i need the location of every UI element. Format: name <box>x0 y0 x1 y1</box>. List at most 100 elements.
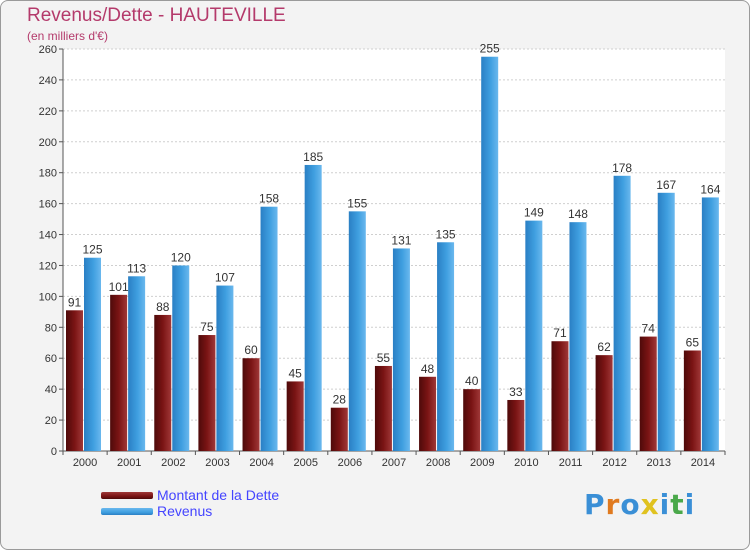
bar-chart: 0 20 40 60 80 100 120 140 160 180 200 220 240 260 91 12… <box>39 42 726 469</box>
data-label-revenus: 164 <box>700 182 720 196</box>
data-label-dette: 101 <box>109 280 129 294</box>
y-tick-label: 120 <box>39 260 57 272</box>
bar-dette <box>66 310 83 451</box>
x-tick-label: 2002 <box>161 457 185 469</box>
y-tick-label: 0 <box>51 446 57 458</box>
data-label-revenus: 185 <box>303 150 323 164</box>
bar-dette <box>374 365 392 451</box>
logo-letter: i <box>684 488 696 521</box>
bar-revenus <box>260 206 278 451</box>
x-tick-label: 2011 <box>559 457 583 469</box>
data-label-dette: 71 <box>553 326 567 340</box>
bar-revenus <box>348 211 366 451</box>
y-tick-label: 80 <box>45 322 57 334</box>
data-label-dette: 55 <box>377 351 391 365</box>
y-tick-label: 180 <box>39 168 57 180</box>
x-tick-label: 2003 <box>205 457 229 469</box>
bar-dette <box>286 381 304 451</box>
y-tick-label: 220 <box>39 106 57 118</box>
data-label-revenus: 107 <box>215 271 235 285</box>
bar-revenus <box>437 242 455 451</box>
data-label-revenus: 148 <box>568 207 588 221</box>
data-label-revenus: 113 <box>127 261 146 275</box>
bar-dette <box>110 294 128 451</box>
bar-revenus <box>392 248 410 451</box>
data-label-dette: 33 <box>509 385 523 399</box>
logo-letter: o <box>620 488 641 521</box>
data-label-dette: 60 <box>244 343 258 357</box>
logo-letter: t <box>670 488 685 521</box>
chart-subtitle: (en milliers d'€) <box>27 29 108 43</box>
x-tick-label: 2009 <box>470 457 494 469</box>
legend-swatch-revenus <box>101 508 153 515</box>
y-tick-label: 140 <box>39 230 57 242</box>
data-label-dette: 75 <box>200 320 214 334</box>
bar-dette <box>595 355 613 451</box>
bar-dette <box>551 341 569 451</box>
y-tick-label: 240 <box>39 75 57 87</box>
x-tick-label: 2004 <box>249 457 273 469</box>
bar-dette <box>683 350 701 451</box>
x-tick-label: 2012 <box>602 457 626 469</box>
chart-title: Revenus/Dette - HAUTEVILLE <box>27 5 286 26</box>
bar-revenus <box>657 192 675 452</box>
bar-dette <box>419 376 437 451</box>
data-label-revenus: 149 <box>524 206 544 220</box>
data-label-revenus: 255 <box>480 42 500 56</box>
data-label-dette: 48 <box>421 362 435 376</box>
bar-revenus <box>304 164 322 451</box>
x-tick-label: 2006 <box>338 457 362 469</box>
data-label-revenus: 125 <box>82 243 102 257</box>
bar-dette <box>507 399 525 451</box>
proxiti-logo: Proxiti <box>584 488 695 521</box>
bar-dette <box>463 389 481 451</box>
y-tick-label: 260 <box>39 44 57 56</box>
legend-swatch-dette <box>101 492 153 499</box>
bar-dette <box>330 407 348 451</box>
bar-dette <box>242 358 260 451</box>
bar-revenus <box>481 56 499 451</box>
bar-revenus <box>525 220 543 451</box>
bar-revenus <box>701 197 719 451</box>
data-label-dette: 45 <box>288 366 302 380</box>
bar-dette <box>639 336 657 451</box>
logo-letter: i <box>659 488 671 521</box>
bar-revenus <box>172 265 190 451</box>
logo-letter: r <box>605 488 621 521</box>
bar-revenus <box>569 222 587 451</box>
logo-letter: x <box>640 488 660 521</box>
data-label-revenus: 178 <box>612 161 632 175</box>
legend-label-dette: Montant de la Dette <box>157 487 280 503</box>
y-tick-label: 100 <box>39 291 57 303</box>
data-label-dette: 74 <box>642 322 656 336</box>
data-label-revenus: 155 <box>347 196 367 210</box>
x-tick-label: 2000 <box>73 457 97 469</box>
x-tick-label: 2007 <box>382 457 406 469</box>
data-label-dette: 88 <box>156 300 170 314</box>
data-label-revenus: 135 <box>436 227 456 241</box>
bar-revenus <box>128 276 146 451</box>
legend-label-revenus: Revenus <box>157 503 213 519</box>
data-label-dette: 40 <box>465 374 479 388</box>
x-tick-label: 2005 <box>293 457 317 469</box>
x-tick-label: 2013 <box>647 457 671 469</box>
data-label-dette: 91 <box>68 295 82 309</box>
x-tick-label: 2014 <box>691 457 715 469</box>
bar-revenus <box>613 175 631 452</box>
y-tick-label: 40 <box>45 384 57 396</box>
data-label-dette: 65 <box>686 336 700 350</box>
logo-letter: P <box>584 488 606 521</box>
y-tick-label: 60 <box>45 353 57 365</box>
x-tick-label: 2001 <box>117 457 141 469</box>
y-tick-label: 200 <box>39 137 57 149</box>
bar-dette <box>154 314 172 451</box>
data-label-revenus: 131 <box>391 233 411 247</box>
bar-dette <box>198 335 216 451</box>
data-label-revenus: 167 <box>656 178 676 192</box>
y-tick-label: 20 <box>45 415 57 427</box>
data-label-dette: 28 <box>333 393 347 407</box>
data-label-revenus: 120 <box>171 250 191 264</box>
bar-revenus <box>216 285 234 451</box>
x-tick-label: 2010 <box>514 457 538 469</box>
